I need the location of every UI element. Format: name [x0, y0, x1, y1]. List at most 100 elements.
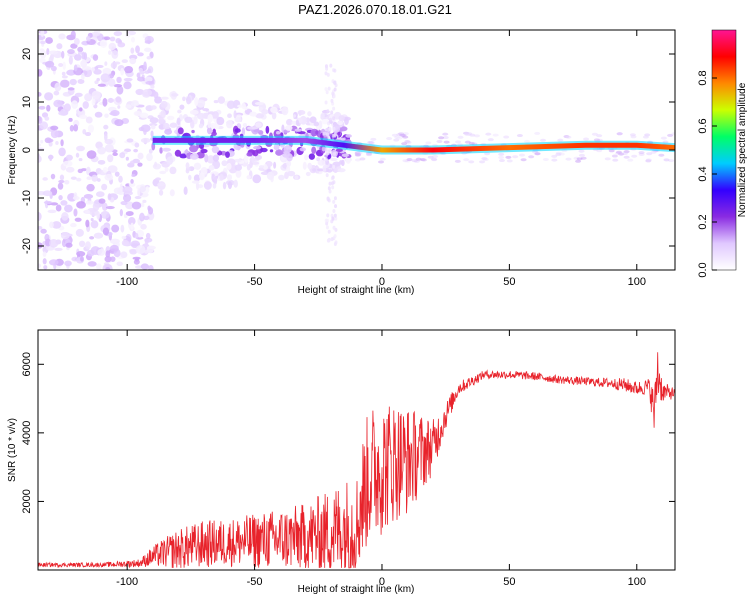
- spectrogram-cell: [327, 86, 331, 91]
- spectrogram-cell: [135, 45, 140, 54]
- spectrogram-cell: [193, 174, 201, 182]
- spectrogram-cell: [174, 149, 182, 157]
- spectrogram-cell: [278, 174, 285, 181]
- spectrogram-cell: [53, 99, 63, 108]
- spectrogram-cell: [111, 224, 120, 233]
- spectrogram-cell: [534, 152, 541, 156]
- spectrogram-cell: [325, 90, 329, 95]
- spectrogram-cell: [542, 157, 549, 161]
- spectrogram-cell: [59, 174, 65, 181]
- spectrogram-cell: [658, 153, 665, 157]
- spectrogram-cell: [142, 89, 153, 97]
- spectrogram-cell: [60, 232, 70, 240]
- spectrogram-cell: [38, 263, 41, 269]
- spectrogram-cell: [333, 234, 337, 239]
- spectrogram-cell: [105, 250, 111, 258]
- spectrogram-cell: [131, 173, 136, 178]
- spectrogram-cell: [334, 240, 338, 245]
- spectrogram-cell: [206, 155, 215, 164]
- spectrogram-cell: [118, 175, 123, 183]
- spectrogram-cell: [117, 105, 121, 109]
- spectrogram-cell: [317, 159, 326, 166]
- spectrogram-cell: [137, 188, 141, 197]
- spectrogram-cell: [135, 245, 146, 254]
- spectrogram-cell: [135, 257, 139, 262]
- spectrogram-cell: [327, 198, 331, 203]
- spectrogram-x-tick-label: 100: [628, 276, 646, 288]
- spectrogram-cell: [104, 173, 114, 181]
- spectrogram-cell: [167, 115, 175, 121]
- spectrogram-cell: [81, 51, 86, 60]
- spectrogram-cell: [225, 151, 230, 158]
- spectrogram-cell: [294, 175, 299, 180]
- spectrogram-cell: [144, 47, 152, 53]
- snr-frame: [37, 329, 676, 571]
- spectrogram-cell: [47, 209, 57, 214]
- spectrogram-cell: [96, 77, 100, 82]
- spectrogram-cell: [109, 111, 117, 116]
- spectrogram-cell: [330, 98, 334, 103]
- spectrogram-cell: [468, 141, 475, 145]
- spectrogram-cell: [211, 146, 220, 154]
- spectrogram-cell: [124, 148, 132, 153]
- spectrogram-cell: [148, 265, 154, 270]
- spectrogram-cell: [266, 161, 273, 167]
- spectrogram-cell: [42, 251, 47, 257]
- spectrogram-cell: [337, 120, 343, 126]
- spectrogram-cell: [43, 265, 48, 270]
- spectrogram-cell: [528, 155, 535, 159]
- spectrogram-cell: [154, 161, 158, 168]
- spectrogram-cell: [275, 151, 284, 155]
- spectrogram-cell: [108, 42, 117, 51]
- spectrogram-cell: [578, 149, 585, 153]
- spectrogram-cell: [498, 152, 505, 156]
- spectrogram-cell: [234, 128, 241, 133]
- spectrogram-cell: [113, 31, 123, 37]
- spectrogram-cell: [107, 98, 115, 103]
- spectrogram-cell: [219, 173, 224, 181]
- spectrogram-cell: [327, 238, 331, 243]
- spectrogram-cell: [65, 242, 73, 248]
- spectrogram-cell: [160, 100, 168, 109]
- spectrogram-cell: [576, 157, 583, 161]
- spectrogram-cell: [133, 148, 138, 153]
- spectrogram-cell: [70, 43, 78, 49]
- spectrogram-cell: [297, 131, 306, 135]
- spectrogram-cell: [524, 139, 531, 143]
- spectrogram-cell: [104, 138, 114, 145]
- spectrogram-cell: [137, 52, 144, 57]
- spectrogram-cell: [645, 158, 652, 162]
- snr-y-axis-label: SNR (10 * v/v): [7, 418, 18, 482]
- spectrogram-cell: [41, 112, 49, 118]
- spectrogram-cell: [326, 213, 330, 218]
- spectrogram-cell: [79, 114, 88, 119]
- spectrogram-cell: [615, 150, 622, 154]
- spectrogram-cell: [68, 55, 73, 65]
- spectrogram-cell: [160, 96, 169, 100]
- spectrogram-cell: [311, 146, 317, 154]
- spectrogram-cell: [44, 116, 50, 121]
- spectrogram-cell: [145, 232, 151, 240]
- snr-series-line: [38, 352, 675, 569]
- spectrogram-x-tick-label: 50: [503, 276, 515, 288]
- spectrogram-cell: [62, 160, 73, 167]
- spectrogram-cell: [193, 162, 202, 170]
- spectrogram-cell: [112, 152, 118, 157]
- spectrogram-cell: [325, 66, 329, 71]
- spectrogram-cell: [82, 101, 89, 109]
- spectrogram-cell: [58, 179, 65, 184]
- spectrogram-cell: [98, 198, 106, 204]
- spectrogram-cell: [179, 153, 188, 159]
- spectrogram-cell: [101, 202, 108, 211]
- spectrogram-cell: [116, 85, 124, 95]
- spectrogram-cell: [177, 109, 182, 114]
- spectrogram-cell: [38, 105, 46, 110]
- spectrogram-cell: [498, 159, 505, 163]
- snr-x-axis-label: Height of straight line (km): [298, 584, 415, 595]
- spectrogram-cell: [623, 155, 630, 159]
- spectrogram-cell: [299, 147, 307, 152]
- spectrogram-cell: [65, 154, 73, 161]
- spectrogram-cell: [338, 115, 345, 121]
- spectrogram-cell: [198, 123, 204, 129]
- spectrogram-cell: [54, 82, 62, 92]
